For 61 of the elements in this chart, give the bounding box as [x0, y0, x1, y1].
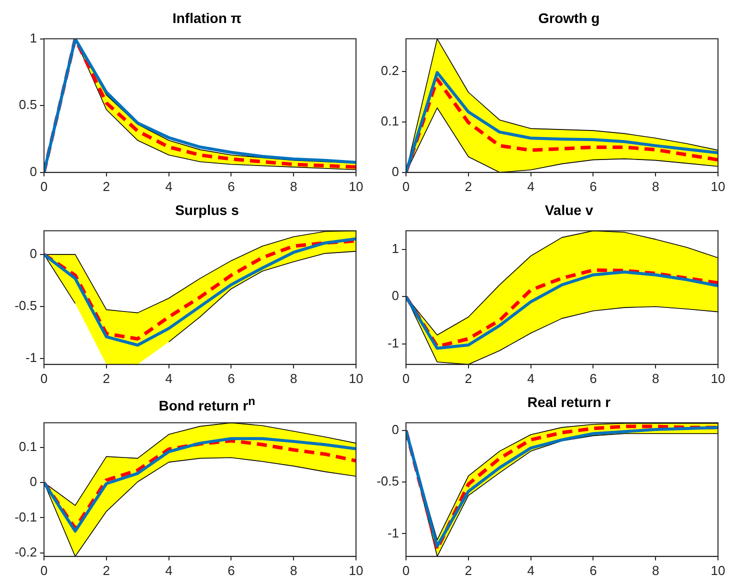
x-tick-label: 0	[402, 562, 410, 578]
x-tick-label: 6	[590, 178, 597, 194]
y-tick-label: 0.1	[380, 114, 399, 129]
x-tick-label: 10	[710, 562, 726, 578]
y-tick-label: -1	[25, 350, 37, 366]
y-tick-label: 0	[30, 246, 37, 262]
x-tick-label: 4	[165, 370, 172, 386]
y-tick-label: 1	[30, 30, 37, 46]
x-tick-label: 8	[652, 370, 660, 386]
x-tick-label: 8	[290, 178, 298, 194]
y-tick-label: 0	[392, 422, 399, 438]
chart-title: Real return r	[526, 393, 612, 412]
x-tick-label: 0	[40, 178, 48, 194]
x-tick-label: 2	[464, 562, 472, 578]
x-tick-label: 4	[527, 370, 534, 386]
chart-title: Bond return r$^{n}$	[158, 394, 256, 414]
x-tick-label: 2	[102, 178, 110, 194]
chart-title: Value v	[544, 201, 594, 220]
y-tick-label: 0.5	[18, 97, 37, 112]
x-tick-label: 6	[228, 370, 235, 386]
x-tick-label: 10	[348, 370, 364, 386]
y-tick-label: -1	[387, 525, 399, 540]
y-tick-label: -0.2	[14, 544, 37, 560]
y-tick-label: 0	[30, 164, 37, 179]
x-tick-label: 10	[348, 178, 364, 194]
x-tick-label: 4	[527, 178, 534, 194]
x-tick-label: 2	[102, 562, 110, 578]
y-tick-label: -1	[387, 336, 399, 351]
chart-title: Growth g	[537, 9, 601, 28]
x-tick-label: 10	[710, 370, 726, 386]
y-tick-label: 0	[392, 288, 399, 304]
y-tick-label: 0.2	[380, 63, 399, 78]
x-tick-label: 8	[290, 370, 298, 386]
x-tick-label: 8	[652, 562, 660, 578]
x-tick-label: 2	[464, 370, 472, 386]
y-tick-label: -0.1	[14, 509, 37, 524]
x-tick-label: 4	[165, 178, 172, 194]
y-tick-label: 0.1	[18, 438, 37, 454]
x-tick-label: 6	[228, 178, 235, 194]
chart-title: Inflation π	[171, 9, 243, 28]
x-tick-label: 2	[102, 370, 110, 386]
x-tick-label: 8	[652, 178, 660, 194]
x-tick-label: 4	[527, 562, 534, 578]
x-tick-label: 0	[402, 370, 410, 386]
y-tick-label: -0.5	[376, 474, 399, 489]
x-tick-label: 6	[590, 370, 597, 386]
x-tick-label: 6	[228, 562, 235, 578]
y-tick-label: 0	[392, 164, 399, 179]
x-tick-label: 8	[290, 562, 298, 578]
x-tick-label: 4	[165, 562, 172, 578]
y-tick-label: -0.5	[14, 298, 37, 314]
y-tick-label: 1	[392, 240, 399, 256]
x-tick-label: 0	[402, 178, 410, 194]
chart-title: Surplus s	[174, 201, 240, 220]
x-tick-label: 0	[40, 562, 48, 578]
y-tick-label: 0	[30, 474, 37, 490]
x-tick-label: 0	[40, 370, 48, 386]
x-tick-label: 2	[464, 178, 472, 194]
x-tick-label: 10	[348, 562, 364, 578]
x-tick-label: 10	[710, 178, 726, 194]
x-tick-label: 6	[590, 562, 597, 578]
